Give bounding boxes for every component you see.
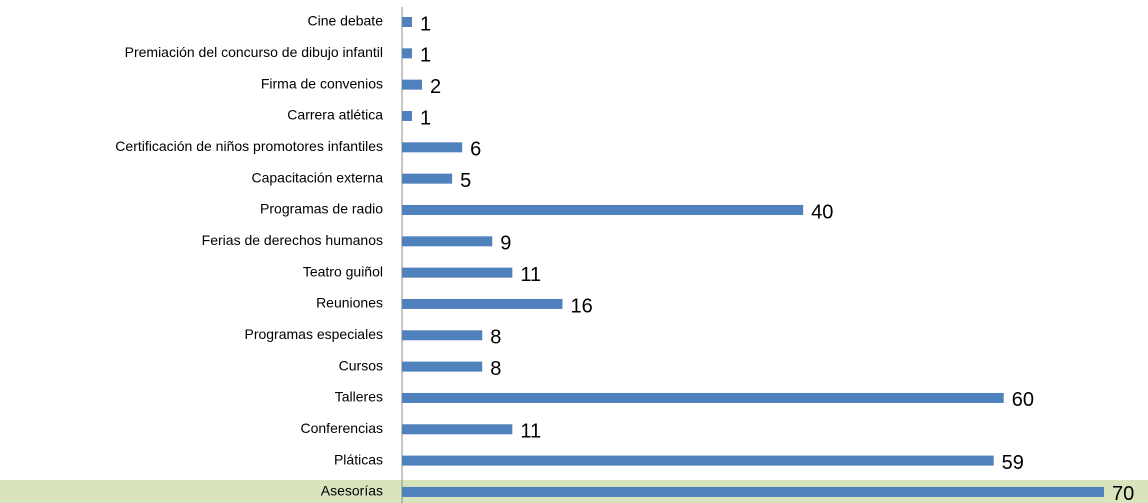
category-label: Ferias de derechos humanos — [202, 232, 383, 248]
bar — [402, 204, 804, 215]
bar — [402, 361, 483, 372]
data-label: 70 — [1112, 483, 1134, 503]
category-label: Capacitación externa — [251, 169, 383, 185]
data-label: 1 — [420, 107, 431, 129]
data-label: 40 — [811, 201, 833, 223]
category-label: Conferencias — [301, 420, 384, 436]
data-label: 1 — [420, 13, 431, 35]
bar — [402, 79, 423, 90]
bar — [402, 298, 563, 309]
category-label: Asesorías — [321, 483, 383, 499]
data-label: 5 — [460, 170, 471, 192]
bar — [402, 392, 1004, 403]
category-label: Programas especiales — [244, 326, 383, 342]
category-label: Carrera atlética — [287, 107, 383, 123]
bar — [402, 173, 453, 184]
category-label: Talleres — [335, 389, 383, 405]
data-label: 8 — [490, 327, 501, 349]
data-label: 16 — [570, 295, 592, 317]
bar — [402, 330, 483, 341]
category-label: Premiación del concurso de dibujo infant… — [125, 44, 383, 60]
data-label: 60 — [1012, 389, 1034, 411]
bar — [402, 110, 413, 121]
category-label: Certificación de niños promotores infant… — [115, 138, 383, 154]
bar — [402, 455, 994, 466]
category-label: Reuniones — [316, 295, 383, 311]
data-label: 59 — [1002, 452, 1024, 474]
category-label: Teatro guiñol — [303, 263, 383, 279]
category-label: Programas de radio — [260, 201, 383, 217]
bar — [402, 142, 463, 153]
bar — [402, 267, 513, 278]
bar — [402, 48, 413, 59]
data-label: 9 — [500, 233, 511, 255]
category-label: Cine debate — [307, 13, 383, 29]
bar — [402, 17, 413, 27]
bar — [402, 236, 493, 247]
data-label: 11 — [520, 264, 541, 286]
data-label: 1 — [420, 45, 431, 67]
category-label: Cursos — [339, 357, 383, 373]
data-label: 6 — [470, 139, 481, 161]
data-label: 11 — [520, 421, 541, 443]
category-label: Firma de convenios — [261, 75, 383, 91]
data-label: 2 — [430, 76, 441, 98]
category-label: Pláticas — [334, 451, 383, 467]
bar — [402, 424, 513, 435]
bar — [402, 486, 1104, 497]
data-label: 8 — [490, 358, 501, 380]
